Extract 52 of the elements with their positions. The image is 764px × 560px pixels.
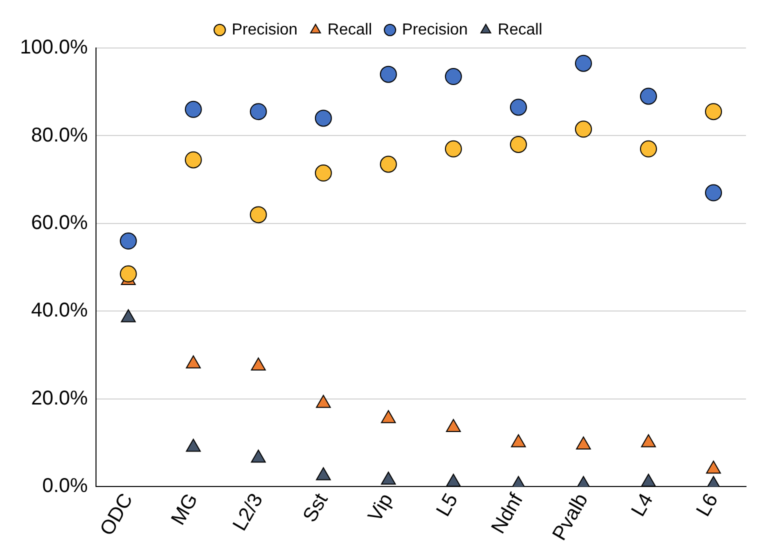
- point: [444, 68, 462, 86]
- point: [704, 184, 722, 202]
- point: [250, 450, 266, 463]
- point: [314, 110, 332, 127]
- legend-label: Precision: [402, 21, 468, 38]
- x-tick-label: Sst: [298, 490, 333, 526]
- point: [510, 136, 527, 154]
- point: [120, 265, 137, 282]
- point: [574, 54, 592, 72]
- point: [380, 472, 396, 485]
- point: [446, 418, 461, 432]
- point: [640, 140, 657, 158]
- point: [640, 88, 657, 105]
- point: [444, 140, 462, 158]
- point: [641, 474, 656, 487]
- point: [316, 467, 331, 480]
- point: [314, 164, 332, 182]
- point: [706, 460, 721, 474]
- point: [380, 66, 397, 83]
- point: [120, 232, 137, 250]
- y-tick-label: 100.0%: [20, 36, 88, 59]
- y-tick-label: 40.0%: [31, 300, 88, 322]
- legend-label: Recall: [498, 21, 542, 38]
- point: [510, 98, 527, 116]
- point: [184, 100, 202, 118]
- point: [316, 394, 331, 408]
- legend-label: Recall: [328, 21, 372, 38]
- x-tick-label: L4: [627, 490, 658, 520]
- point: [574, 120, 592, 138]
- point: [250, 358, 266, 371]
- y-tick-label: 60.0%: [31, 212, 88, 234]
- x-tick-label: Vip: [364, 490, 398, 526]
- y-tick-label: 0.0%: [42, 475, 88, 498]
- point: [184, 151, 202, 168]
- x-tick-label: MG: [167, 490, 202, 529]
- point: [120, 309, 136, 322]
- point: [576, 436, 591, 450]
- point: [704, 103, 722, 120]
- x-tick-label: L6: [692, 490, 723, 520]
- point: [186, 355, 201, 368]
- point: [250, 206, 267, 224]
- y-tick-label: 20.0%: [31, 387, 88, 410]
- point: [380, 156, 397, 173]
- legend-label: Precision: [232, 21, 298, 38]
- point: [186, 438, 201, 452]
- point: [380, 410, 396, 424]
- point: [446, 474, 461, 487]
- point: [641, 434, 656, 448]
- point: [511, 434, 526, 448]
- x-tick-label: L5: [432, 490, 463, 520]
- y-tick-label: 80.0%: [31, 124, 88, 146]
- point: [250, 103, 267, 120]
